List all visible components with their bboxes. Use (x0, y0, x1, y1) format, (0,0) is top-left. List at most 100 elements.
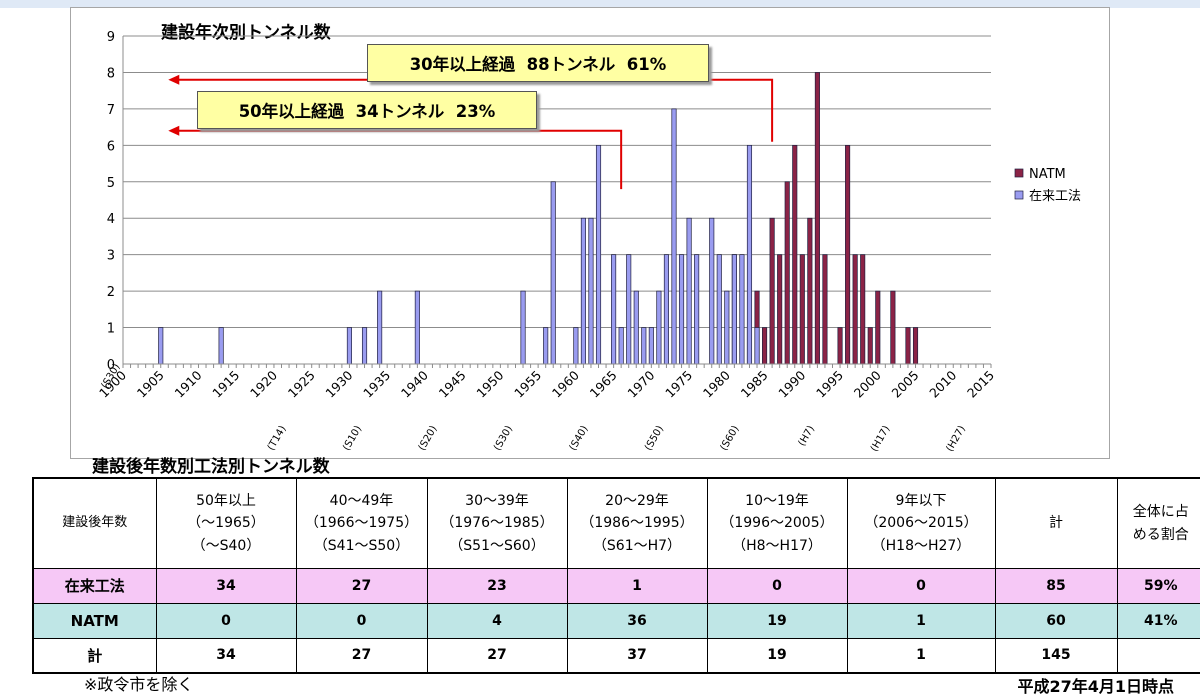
arrow-50-years (178, 129, 623, 190)
x-tick-label: 1920 (247, 367, 280, 400)
x-tick-label: 1950 (473, 367, 506, 400)
x-tick-label: 1915 (209, 368, 242, 401)
era-label: (S10) (341, 424, 364, 453)
bar-natm (792, 144, 798, 365)
bar-conventional (678, 254, 685, 365)
x-tick-label: 1925 (285, 368, 318, 401)
era-label: (S60) (719, 424, 742, 453)
table-title: 建設後年数別工法別トンネル数 (92, 457, 330, 477)
callout-50-years: 50年以上経過 34トンネル 23% (197, 91, 537, 129)
bar-conventional (346, 327, 352, 365)
era-label: (S40) (568, 424, 591, 453)
y-tick-label: 3 (107, 249, 115, 264)
cell: 4 (426, 603, 568, 639)
bar-marks (158, 72, 919, 365)
y-tick-label: 1 (107, 322, 115, 337)
cell: 0 (155, 603, 297, 639)
x-tick-label: 1995 (813, 368, 846, 401)
x-tick-label: 1965 (587, 368, 620, 401)
table-row-natm: NATM 0 0 4 36 19 1 60 41% (32, 603, 1200, 639)
cell: 37 (566, 638, 708, 674)
bar-natm (905, 327, 911, 365)
y-tick-label: 4 (107, 212, 115, 227)
bar-conventional (731, 254, 737, 365)
header-label: 建設後年数 (32, 477, 157, 569)
bar-conventional (641, 327, 647, 365)
era-label: (T14) (266, 424, 289, 453)
bar-conventional (686, 217, 692, 365)
row-label: 計 (32, 638, 157, 674)
x-tick-label: 1905 (134, 368, 167, 401)
tunnel-count-table: 建設後年数 50年以上 （～1965） （～S40） 40～49年 （1966～197… (32, 477, 1200, 674)
cell: 0 (706, 568, 848, 604)
x-tick-label: 1910 (171, 367, 204, 400)
x-tick-label: 1930 (322, 367, 355, 400)
legend-swatch-natm (1014, 168, 1024, 178)
cell-share: 41% (1116, 603, 1200, 639)
y-tick-label: 2 (107, 285, 115, 300)
bar-conventional (595, 144, 602, 365)
bar-conventional (361, 327, 368, 365)
bar-natm (799, 254, 805, 365)
bar-conventional (633, 290, 639, 365)
x-tick-label: 1980 (700, 367, 733, 400)
cell: 1 (566, 568, 708, 604)
header-period: 10～19年 （1996～2005） （H8～H17） (706, 477, 848, 569)
legend-swatch-conventional (1014, 190, 1024, 200)
era-label: (H7) (797, 424, 817, 448)
cell-share (1116, 638, 1200, 674)
x-tick-label: 1935 (360, 368, 393, 401)
y-tick-label: 7 (107, 103, 115, 118)
x-tick-label: 2015 (964, 368, 997, 401)
arrow-head (168, 74, 180, 85)
era-label: (H17) (869, 424, 893, 454)
bar-conventional (414, 290, 420, 365)
row-label: 在来工法 (32, 568, 157, 604)
y-tick-label: 6 (107, 139, 115, 154)
cell: 27 (295, 638, 428, 674)
table-header-row: 建設後年数 50年以上 （～1965） （～S40） 40～49年 （1966～197… (32, 477, 1200, 569)
x-tick-label: 2010 (926, 367, 959, 400)
header-period: 40～49年 （1966～1975） （S41～S50） (295, 477, 428, 569)
bar-conventional (618, 327, 624, 365)
bar-conventional (580, 217, 586, 365)
cell-total: 145 (994, 638, 1118, 674)
table-row-conventional: 在来工法 34 27 23 1 0 0 85 59% (32, 568, 1200, 604)
cell: 36 (566, 603, 708, 639)
cell-total: 60 (994, 603, 1118, 639)
header-period: 20～29年 （1986～1995） （S61～H7） (566, 477, 708, 569)
cell: 1 (846, 603, 996, 639)
cell-total: 85 (994, 568, 1118, 604)
bar-conventional (158, 327, 164, 365)
bar-conventional (656, 290, 662, 365)
bar-conventional (543, 327, 549, 365)
bar-natm (867, 327, 873, 365)
x-tick-label: 1940 (398, 367, 431, 400)
bar-conventional (218, 327, 224, 365)
header-share: 全体に占 める割合 (1116, 477, 1200, 569)
header-period: 30～39年 （1976～1985） （S51～S60） (426, 477, 568, 569)
x-tick-label: 1945 (436, 368, 469, 401)
bar-natm (860, 254, 866, 365)
bar-conventional (648, 327, 654, 365)
bar-conventional (709, 217, 715, 365)
bar-conventional (611, 254, 617, 365)
bar-natm (912, 327, 919, 365)
bar-natm (837, 327, 843, 365)
x-tick-label: 1955 (511, 368, 544, 401)
bar-conventional (573, 327, 579, 365)
bar-conventional (663, 254, 669, 365)
header-period: 50年以上 （～1965） （～S40） (155, 477, 297, 569)
chart-title: 建設年次別トンネル数 (161, 22, 332, 43)
cell: 19 (706, 603, 848, 639)
cell: 0 (846, 568, 996, 604)
chart-panel: 建設年次別トンネル数 0 1 2 3 4 5 6 7 8 9 1900 1905 1910 1915 192… (70, 7, 1110, 459)
bar-natm (814, 72, 820, 365)
cell-share: 59% (1116, 568, 1200, 604)
bar-conventional (716, 254, 722, 365)
header-total: 計 (994, 477, 1118, 569)
x-tick-label: 1990 (775, 367, 808, 400)
bar-natm (784, 181, 790, 365)
cell: 1 (846, 638, 996, 674)
y-tick-label: 9 (107, 30, 115, 45)
